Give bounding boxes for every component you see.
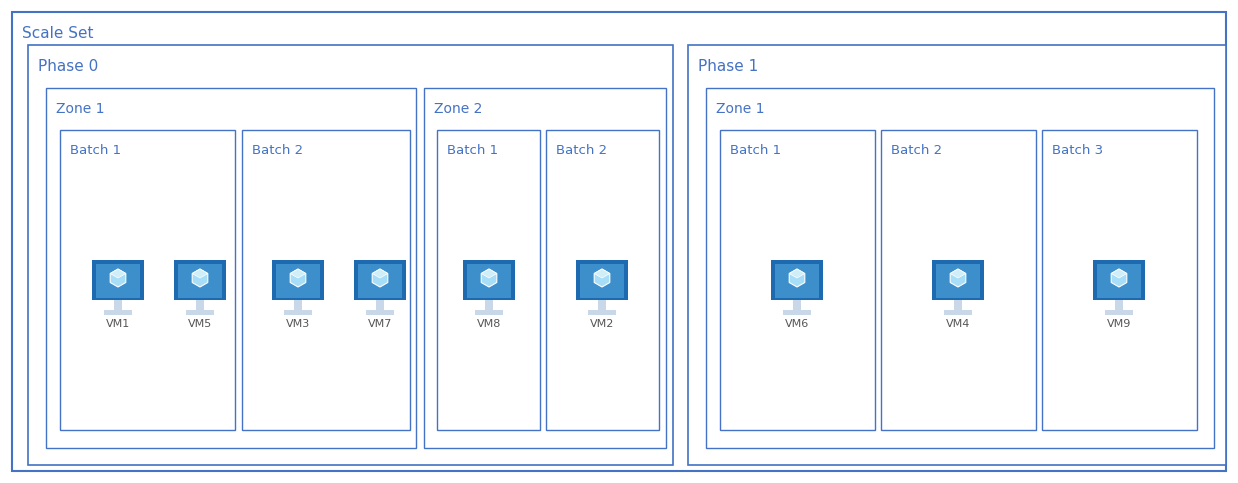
Bar	[272, 260, 324, 300]
Bar	[475, 310, 503, 315]
Bar	[721, 130, 875, 430]
Bar	[284, 310, 312, 315]
Bar	[485, 300, 493, 310]
Text: VM5: VM5	[188, 319, 212, 329]
Text: Zone 2: Zone 2	[435, 102, 483, 116]
Text: VM1: VM1	[106, 319, 130, 329]
Text: VM8: VM8	[477, 319, 501, 329]
Polygon shape	[290, 269, 306, 287]
Bar	[293, 300, 302, 310]
Bar	[1097, 264, 1141, 298]
Text: VM2: VM2	[589, 319, 614, 329]
Bar	[1093, 260, 1145, 300]
Bar	[92, 260, 144, 300]
Bar	[771, 260, 823, 300]
Bar	[467, 264, 511, 298]
Bar	[954, 300, 962, 310]
Text: Batch 2: Batch 2	[891, 144, 942, 157]
Bar	[588, 310, 617, 315]
Bar	[463, 260, 515, 300]
Polygon shape	[1112, 269, 1127, 278]
Bar	[59, 130, 235, 430]
Text: Batch 2: Batch 2	[556, 144, 607, 157]
Bar	[1106, 310, 1133, 315]
Polygon shape	[192, 269, 208, 287]
Text: Batch 1: Batch 1	[71, 144, 121, 157]
Text: Batch 3: Batch 3	[1052, 144, 1103, 157]
Bar	[945, 310, 972, 315]
Bar	[1115, 300, 1123, 310]
Polygon shape	[192, 269, 208, 278]
Bar	[196, 300, 204, 310]
Text: Scale Set: Scale Set	[22, 26, 94, 41]
Bar	[376, 300, 384, 310]
Text: VM6: VM6	[785, 319, 810, 329]
Text: Batch 1: Batch 1	[730, 144, 781, 157]
Polygon shape	[1112, 269, 1127, 287]
Bar	[881, 130, 1036, 430]
Text: Batch 1: Batch 1	[447, 144, 498, 157]
Bar	[423, 88, 666, 448]
Polygon shape	[110, 269, 126, 287]
Polygon shape	[789, 269, 805, 287]
Bar	[598, 300, 605, 310]
Polygon shape	[290, 269, 306, 278]
Polygon shape	[373, 269, 387, 278]
Polygon shape	[951, 269, 966, 287]
Text: Batch 2: Batch 2	[253, 144, 303, 157]
Bar	[114, 300, 123, 310]
Bar	[437, 130, 540, 430]
Text: VM4: VM4	[946, 319, 971, 329]
Text: Phase 1: Phase 1	[698, 59, 758, 74]
Bar	[579, 264, 624, 298]
Bar	[366, 310, 394, 315]
Bar	[241, 130, 410, 430]
Polygon shape	[789, 269, 805, 278]
Bar	[46, 88, 416, 448]
Bar	[932, 260, 984, 300]
Bar	[794, 300, 801, 310]
Bar	[775, 264, 820, 298]
Polygon shape	[951, 269, 966, 278]
Text: VM9: VM9	[1107, 319, 1132, 329]
Bar	[354, 260, 406, 300]
Text: VM7: VM7	[368, 319, 392, 329]
Bar	[546, 130, 659, 430]
Bar	[576, 260, 628, 300]
Bar	[706, 88, 1214, 448]
Text: Phase 0: Phase 0	[38, 59, 98, 74]
Polygon shape	[594, 269, 610, 287]
Bar	[936, 264, 980, 298]
Bar	[178, 264, 222, 298]
Polygon shape	[110, 269, 126, 278]
Bar	[782, 310, 811, 315]
Bar	[104, 310, 132, 315]
Text: Zone 1: Zone 1	[56, 102, 104, 116]
Text: VM3: VM3	[286, 319, 311, 329]
Polygon shape	[373, 269, 387, 287]
Bar	[186, 310, 214, 315]
Bar	[276, 264, 319, 298]
Polygon shape	[482, 269, 496, 287]
Polygon shape	[482, 269, 496, 278]
Bar	[175, 260, 227, 300]
Bar	[28, 45, 673, 465]
Bar	[358, 264, 402, 298]
Bar	[97, 264, 140, 298]
Bar	[688, 45, 1226, 465]
Bar	[1042, 130, 1197, 430]
Text: Zone 1: Zone 1	[716, 102, 765, 116]
Polygon shape	[594, 269, 610, 278]
